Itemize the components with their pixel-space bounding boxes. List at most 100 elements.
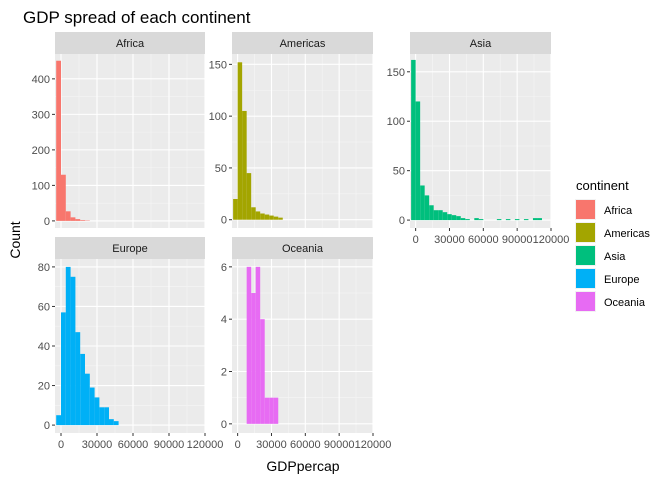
panel-oceania: Oceania 0 2 4 6 0 30000 60000 90000 120000 [221, 237, 391, 451]
histogram-bar [251, 293, 256, 424]
panel-asia: Asia 0 50 100 150 0 30000 60000 90000 120000 [387, 32, 569, 246]
legend-swatch-africa [576, 200, 595, 219]
legend-label-oceania: Oceania [604, 297, 646, 309]
y-tick-label: 200 [32, 145, 50, 157]
histogram-bar [237, 62, 243, 220]
histogram-bar [264, 214, 270, 220]
panel-background [232, 54, 373, 228]
y-tick-label: 0 [221, 215, 227, 227]
histogram-bar [89, 387, 95, 426]
legend-swatch-europe [576, 269, 595, 288]
x-tick-label: 90000 [154, 439, 185, 451]
histogram-bar [80, 353, 85, 426]
y-tick-label: 0 [44, 216, 50, 228]
histogram-bar [65, 211, 71, 221]
histogram-bar [94, 397, 100, 426]
histogram-bar [442, 212, 448, 221]
x-tick-label: 120000 [187, 439, 224, 451]
strip-label-oceania: Oceania [282, 243, 324, 255]
histogram-bar [415, 101, 421, 221]
y-tick-label: 0 [399, 215, 405, 227]
histogram-bar [109, 419, 114, 426]
x-tick-label: 0 [413, 234, 419, 246]
legend-title: continent [576, 178, 629, 193]
histogram-bar [113, 421, 119, 426]
strip-africa [55, 32, 205, 54]
histogram-bar [61, 174, 66, 221]
histogram-bar [242, 110, 247, 220]
histogram-bar [514, 219, 520, 221]
histogram-bar [104, 407, 109, 426]
legend-label-africa: Africa [604, 205, 633, 217]
x-tick-label: 90000 [502, 234, 533, 246]
strip-label-asia: Asia [470, 38, 492, 50]
y-tick-label: 4 [221, 314, 227, 326]
x-tick-label: 120000 [355, 439, 392, 451]
strip-label-europe: Europe [112, 243, 147, 255]
x-tick-label: 0 [235, 439, 241, 451]
y-tick-label: 2 [221, 367, 227, 379]
y-tick-label: 100 [32, 180, 50, 192]
histogram-bar [246, 266, 252, 424]
histogram-bar [532, 218, 538, 221]
histogram-bar [246, 173, 252, 220]
panel-background [410, 54, 551, 228]
histogram-bar [474, 218, 479, 221]
legend-label-asia: Asia [604, 251, 626, 263]
y-tick-label: 150 [387, 67, 405, 79]
y-tick-label: 50 [393, 166, 405, 178]
y-tick-label: 0 [44, 420, 50, 432]
x-tick-label: 60000 [468, 234, 499, 246]
histogram-bar [278, 217, 283, 220]
panel-africa: Africa 0 100 200 300 400 [32, 32, 206, 228]
y-tick-label: 20 [38, 381, 50, 393]
x-tick-label: 0 [58, 439, 64, 451]
legend-label-americas: Americas [604, 228, 650, 240]
histogram-bar [420, 185, 425, 221]
y-tick-label: 150 [209, 59, 227, 71]
legend-swatch-americas [576, 223, 595, 242]
histogram-bar [56, 415, 61, 426]
histogram-bar [273, 397, 279, 424]
strip-label-americas: Americas [280, 38, 326, 50]
histogram-bar [269, 397, 274, 424]
histogram-bar [255, 211, 261, 220]
x-tick-label: 60000 [290, 439, 321, 451]
strip-asia [410, 32, 551, 54]
y-tick-label: 40 [38, 341, 50, 353]
y-tick-label: 80 [38, 262, 50, 274]
histogram-bar [429, 205, 434, 221]
y-tick-label: 100 [387, 116, 405, 128]
legend-label-europe: Europe [604, 274, 639, 286]
histogram-bar [264, 397, 270, 424]
histogram-bar [460, 218, 466, 221]
facet-panels: Africa0100200300400Americas050100150Asia… [32, 32, 569, 451]
strip-label-africa: Africa [116, 38, 145, 50]
strip-americas [232, 32, 373, 54]
x-tick-label: 30000 [82, 439, 113, 451]
histogram-bar [61, 312, 66, 426]
histogram-bar [465, 219, 470, 221]
x-tick-label: 30000 [434, 234, 465, 246]
chart-title: GDP spread of each continent [23, 8, 251, 27]
strip-europe [55, 237, 205, 259]
histogram-bar [75, 332, 81, 426]
histogram-bar [273, 216, 279, 220]
x-tick-label: 90000 [324, 439, 355, 451]
y-axis-title: Count [7, 221, 23, 258]
y-tick-label: 60 [38, 301, 50, 313]
histogram-bar [523, 219, 529, 221]
legend-swatch-oceania [576, 292, 595, 311]
histogram-bar [438, 210, 443, 221]
histogram-bar [56, 60, 61, 221]
histogram-bar [505, 219, 511, 221]
y-tick-label: 300 [32, 109, 50, 121]
histogram-bar [255, 266, 261, 424]
histogram-bar [496, 219, 502, 221]
histogram-bar [456, 216, 461, 221]
histogram-bar [65, 266, 71, 426]
y-tick-label: 0 [221, 419, 227, 431]
histogram-bar [70, 217, 76, 221]
strip-oceania [232, 237, 373, 259]
